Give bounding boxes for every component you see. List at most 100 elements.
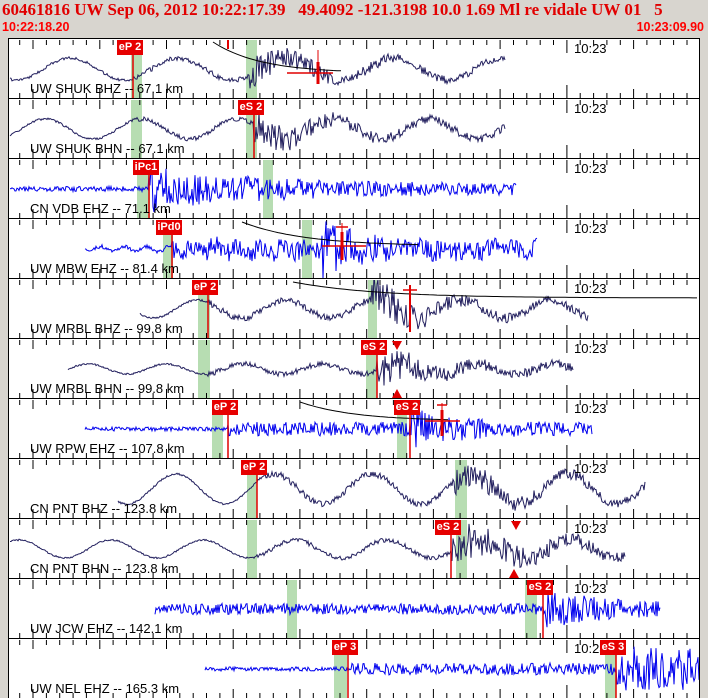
arrival-marker-triangle (509, 569, 519, 578)
trace-label: UW MRBL BHZ -- 99.8 km (30, 321, 183, 336)
waveform-trace (117, 465, 646, 511)
waveform[interactable] (9, 580, 699, 638)
trace-label: UW SHUK BHN -- 67.1 km (30, 141, 185, 156)
time-ticks (19, 160, 688, 218)
trace-panel[interactable]: 10:23 UW MRBL BHZ -- 99.8 km eP 2 (9, 278, 699, 338)
predicted-arrival-band (163, 220, 173, 278)
phase-pick-flag[interactable]: eS 2 (361, 340, 387, 355)
trace-label: UW SHUK BHZ -- 67.1 km (30, 81, 184, 96)
minute-label: 10:23 (574, 461, 607, 476)
waveform-trace (139, 280, 589, 330)
waveform[interactable] (9, 280, 699, 338)
trace-label: CN PNT BHZ -- 123.8 km (30, 501, 178, 516)
event-header-title: 60461816 UW Sep 06, 2012 10:22:17.39 49.… (2, 0, 663, 19)
phase-pick-flag[interactable]: eS 2 (527, 580, 553, 595)
phase-pick-flag[interactable]: eP 2 (117, 40, 143, 55)
phase-pick-flag[interactable]: eS 3 (600, 640, 626, 655)
time-window-row: 10:22:18.20 10:23:09.90 (2, 20, 706, 36)
time-ticks (19, 640, 688, 698)
minute-label: 10:23 (574, 281, 607, 296)
predicted-arrival-band (366, 340, 377, 398)
phase-pick-flag[interactable]: eP 3 (332, 640, 358, 655)
predicted-arrival-band (302, 220, 312, 278)
predicted-arrival-band (198, 340, 210, 398)
waveform[interactable] (9, 160, 699, 218)
predicted-arrival-band (247, 460, 257, 518)
arrival-marker-triangle (392, 341, 402, 350)
waveform-trace (10, 523, 626, 569)
trace-panel[interactable]: 10:23 UW JCW EHZ -- 142.1 km eS 2 (9, 578, 699, 638)
time-ticks (19, 400, 688, 458)
waveform[interactable] (9, 40, 699, 98)
minute-label: 10:23 (574, 161, 607, 176)
minute-label: 10:23 (574, 341, 607, 356)
coda-envelope-curve (212, 41, 342, 72)
coda-envelope-curve (241, 221, 419, 246)
trace-label: UW RPW EHZ -- 107.8 km (30, 441, 185, 456)
predicted-arrival-band (368, 280, 377, 338)
predicted-arrival-band (263, 160, 273, 218)
waveform-trace (67, 351, 574, 386)
predicted-arrival-band (246, 40, 257, 98)
arrival-marker-triangle (511, 521, 521, 530)
trace-label: CN VDB EHZ -- 71.1 km (30, 201, 171, 216)
trace-stack: 10:23 UW SHUK BHZ -- 67.1 km eP 2 10:23 … (8, 38, 700, 698)
waveform-trace (9, 167, 517, 213)
phase-pick-flag[interactable]: iPc1 (133, 160, 159, 175)
waveform-trace (84, 407, 593, 448)
minute-label: 10:23 (574, 581, 607, 596)
trace-panel[interactable]: 10:23 UW MRBL BHN -- 99.8 km eS 2 (9, 338, 699, 398)
minute-label: 10:23 (574, 401, 607, 416)
trace-panel[interactable]: 10:23 UW SHUK BHN -- 67.1 km eS 2 (9, 98, 699, 158)
trace-panel[interactable]: 10:23 CN VDB EHZ -- 71.1 km iPc1 (9, 158, 699, 218)
trace-panel[interactable]: 10:23 CN PNT BHZ -- 123.8 km eP 2 (9, 458, 699, 518)
waveform[interactable] (9, 460, 699, 518)
trace-label: UW MBW EHZ -- 81.4 km (30, 261, 179, 276)
trace-panel[interactable]: 10:23 UW NEL EHZ -- 165.3 km eP 3 eS 3 (9, 638, 699, 698)
minute-label: 10:23 (574, 101, 607, 116)
trace-panel[interactable]: 10:23 CN PNT BHN -- 123.8 km eS 2 (9, 518, 699, 578)
time-ticks (19, 280, 688, 338)
predicted-arrival-band (131, 100, 142, 158)
phase-pick-flag[interactable]: iPd0 (156, 220, 182, 235)
coda-envelope-curve (299, 401, 449, 421)
predicted-arrival-band (247, 520, 257, 578)
time-ticks (19, 40, 688, 98)
trace-label: UW NEL EHZ -- 165.3 km (30, 681, 180, 696)
coda-envelope-curve (292, 281, 697, 299)
phase-pick-flag[interactable]: eS 2 (394, 400, 420, 415)
phase-pick-flag[interactable]: eP 2 (241, 460, 267, 475)
time-ticks (19, 100, 688, 158)
minute-label: 10:23 (574, 41, 607, 56)
minute-label: 10:23 (574, 221, 607, 236)
minute-label: 10:23 (574, 641, 607, 656)
waveform-trace (154, 592, 661, 628)
waveform[interactable] (9, 220, 699, 278)
trace-panel[interactable]: 10:23 UW RPW EHZ -- 107.8 km eP 2 eS 2 (9, 398, 699, 458)
phase-pick-flag[interactable]: eS 2 (238, 100, 264, 115)
waveform[interactable] (9, 400, 699, 458)
waveform-trace (84, 221, 538, 278)
arrival-marker-triangle (392, 389, 402, 398)
trace-panel[interactable]: 10:23 UW MBW EHZ -- 81.4 km iPd0 (9, 218, 699, 278)
time-ticks (19, 580, 688, 638)
predicted-arrival-band (246, 100, 257, 158)
predicted-arrival-band (131, 40, 142, 98)
trace-label: CN PNT BHN -- 123.8 km (30, 561, 179, 576)
waveform-trace (9, 47, 506, 89)
minute-label: 10:23 (574, 521, 607, 536)
time-ticks (19, 460, 688, 518)
trace-label: UW MRBL BHN -- 99.8 km (30, 381, 185, 396)
time-ticks (19, 220, 688, 278)
trace-label: UW JCW EHZ -- 142.1 km (30, 621, 183, 636)
phase-pick-flag[interactable]: eP 2 (192, 280, 218, 295)
trace-panel[interactable]: 10:23 UW SHUK BHZ -- 67.1 km eP 2 (9, 38, 699, 98)
window-start-time: 10:22:18.20 (2, 20, 70, 34)
phase-pick-flag[interactable]: eS 2 (435, 520, 461, 535)
window-end-time: 10:23:09.90 (636, 20, 704, 34)
predicted-arrival-band (397, 400, 407, 458)
time-ticks (19, 340, 688, 398)
waveform-trace (9, 111, 506, 151)
phase-pick-flag[interactable]: eP 2 (212, 400, 238, 415)
